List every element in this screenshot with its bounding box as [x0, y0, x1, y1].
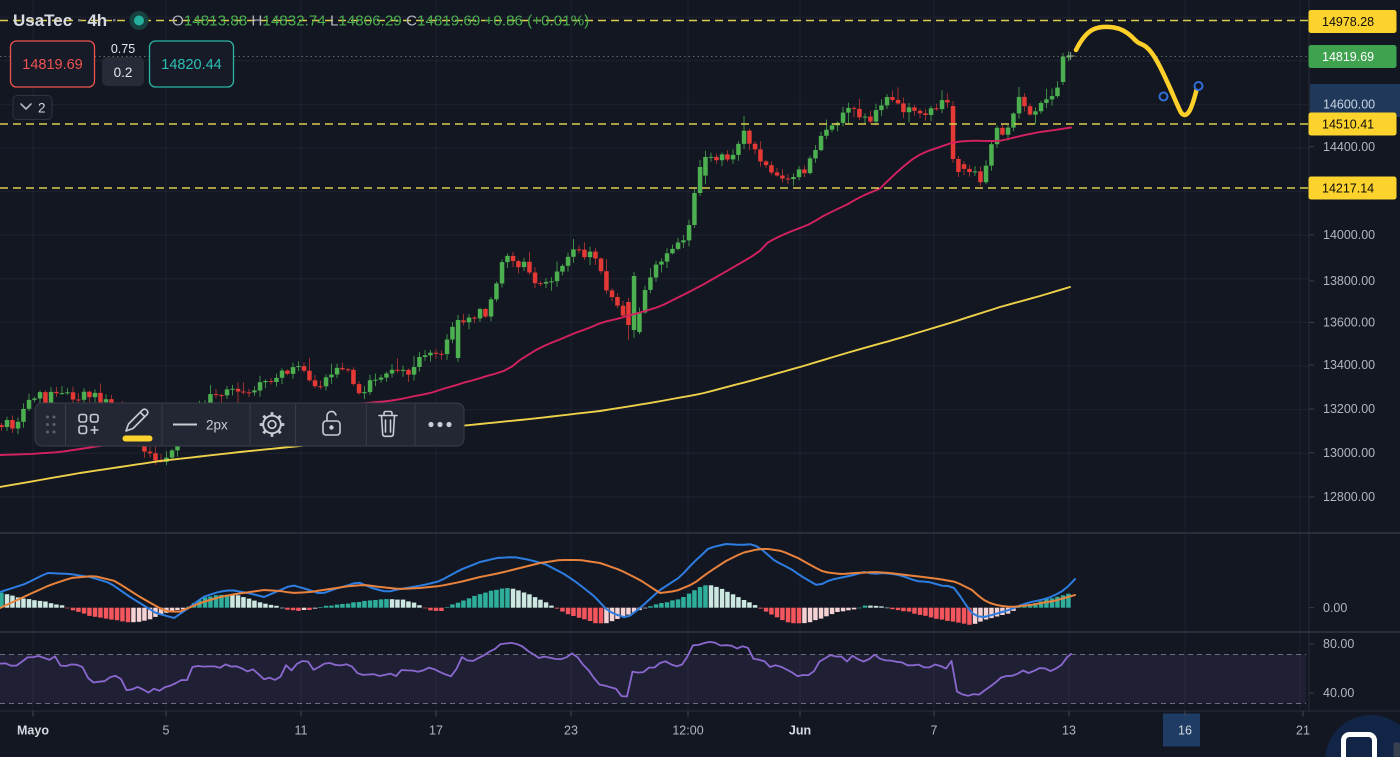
svg-text:40.00: 40.00: [1323, 686, 1354, 700]
svg-text:14000.00: 14000.00: [1323, 228, 1375, 242]
svg-text:5: 5: [163, 724, 170, 738]
svg-text:O14813.88 H14832.74 L14806.29: O14813.88 H14832.74 L14806.29 C14819.69 …: [172, 13, 589, 30]
svg-text:11: 11: [295, 724, 308, 738]
svg-text:14400.00: 14400.00: [1323, 140, 1375, 154]
svg-text:21: 21: [1296, 724, 1310, 738]
svg-text:13000.00: 13000.00: [1323, 446, 1375, 460]
svg-text:17: 17: [429, 724, 443, 738]
svg-text:14819.69: 14819.69: [1322, 50, 1374, 64]
svg-text:2px: 2px: [206, 418, 228, 433]
svg-text:14820.44: 14820.44: [161, 57, 221, 73]
svg-text:13400.00: 13400.00: [1323, 358, 1375, 372]
svg-text:Mayo: Mayo: [17, 724, 49, 738]
svg-text:14600.00: 14600.00: [1323, 98, 1375, 112]
svg-text:14819.69: 14819.69: [22, 57, 82, 73]
svg-text:13600.00: 13600.00: [1323, 316, 1375, 330]
svg-text:14217.14: 14217.14: [1322, 182, 1374, 196]
svg-text:2: 2: [38, 101, 46, 116]
svg-text:14978.28: 14978.28: [1322, 15, 1374, 29]
svg-text:13200.00: 13200.00: [1323, 402, 1375, 416]
svg-text:23: 23: [564, 724, 578, 738]
svg-text:Jun: Jun: [789, 724, 811, 738]
svg-text:7: 7: [931, 724, 938, 738]
svg-text:12800.00: 12800.00: [1323, 490, 1375, 504]
svg-text:14510.41: 14510.41: [1322, 118, 1374, 132]
svg-text:0.00: 0.00: [1323, 601, 1347, 615]
svg-text:0.2: 0.2: [114, 65, 133, 80]
svg-text:12:00: 12:00: [672, 724, 703, 738]
svg-text:16: 16: [1178, 724, 1192, 738]
svg-text:80.00: 80.00: [1323, 637, 1354, 651]
svg-text:0.75: 0.75: [111, 42, 135, 56]
svg-text:UsaTec · 4h ·: UsaTec · 4h ·: [13, 11, 118, 30]
svg-text:13: 13: [1062, 724, 1076, 738]
svg-text:13800.00: 13800.00: [1323, 274, 1375, 288]
